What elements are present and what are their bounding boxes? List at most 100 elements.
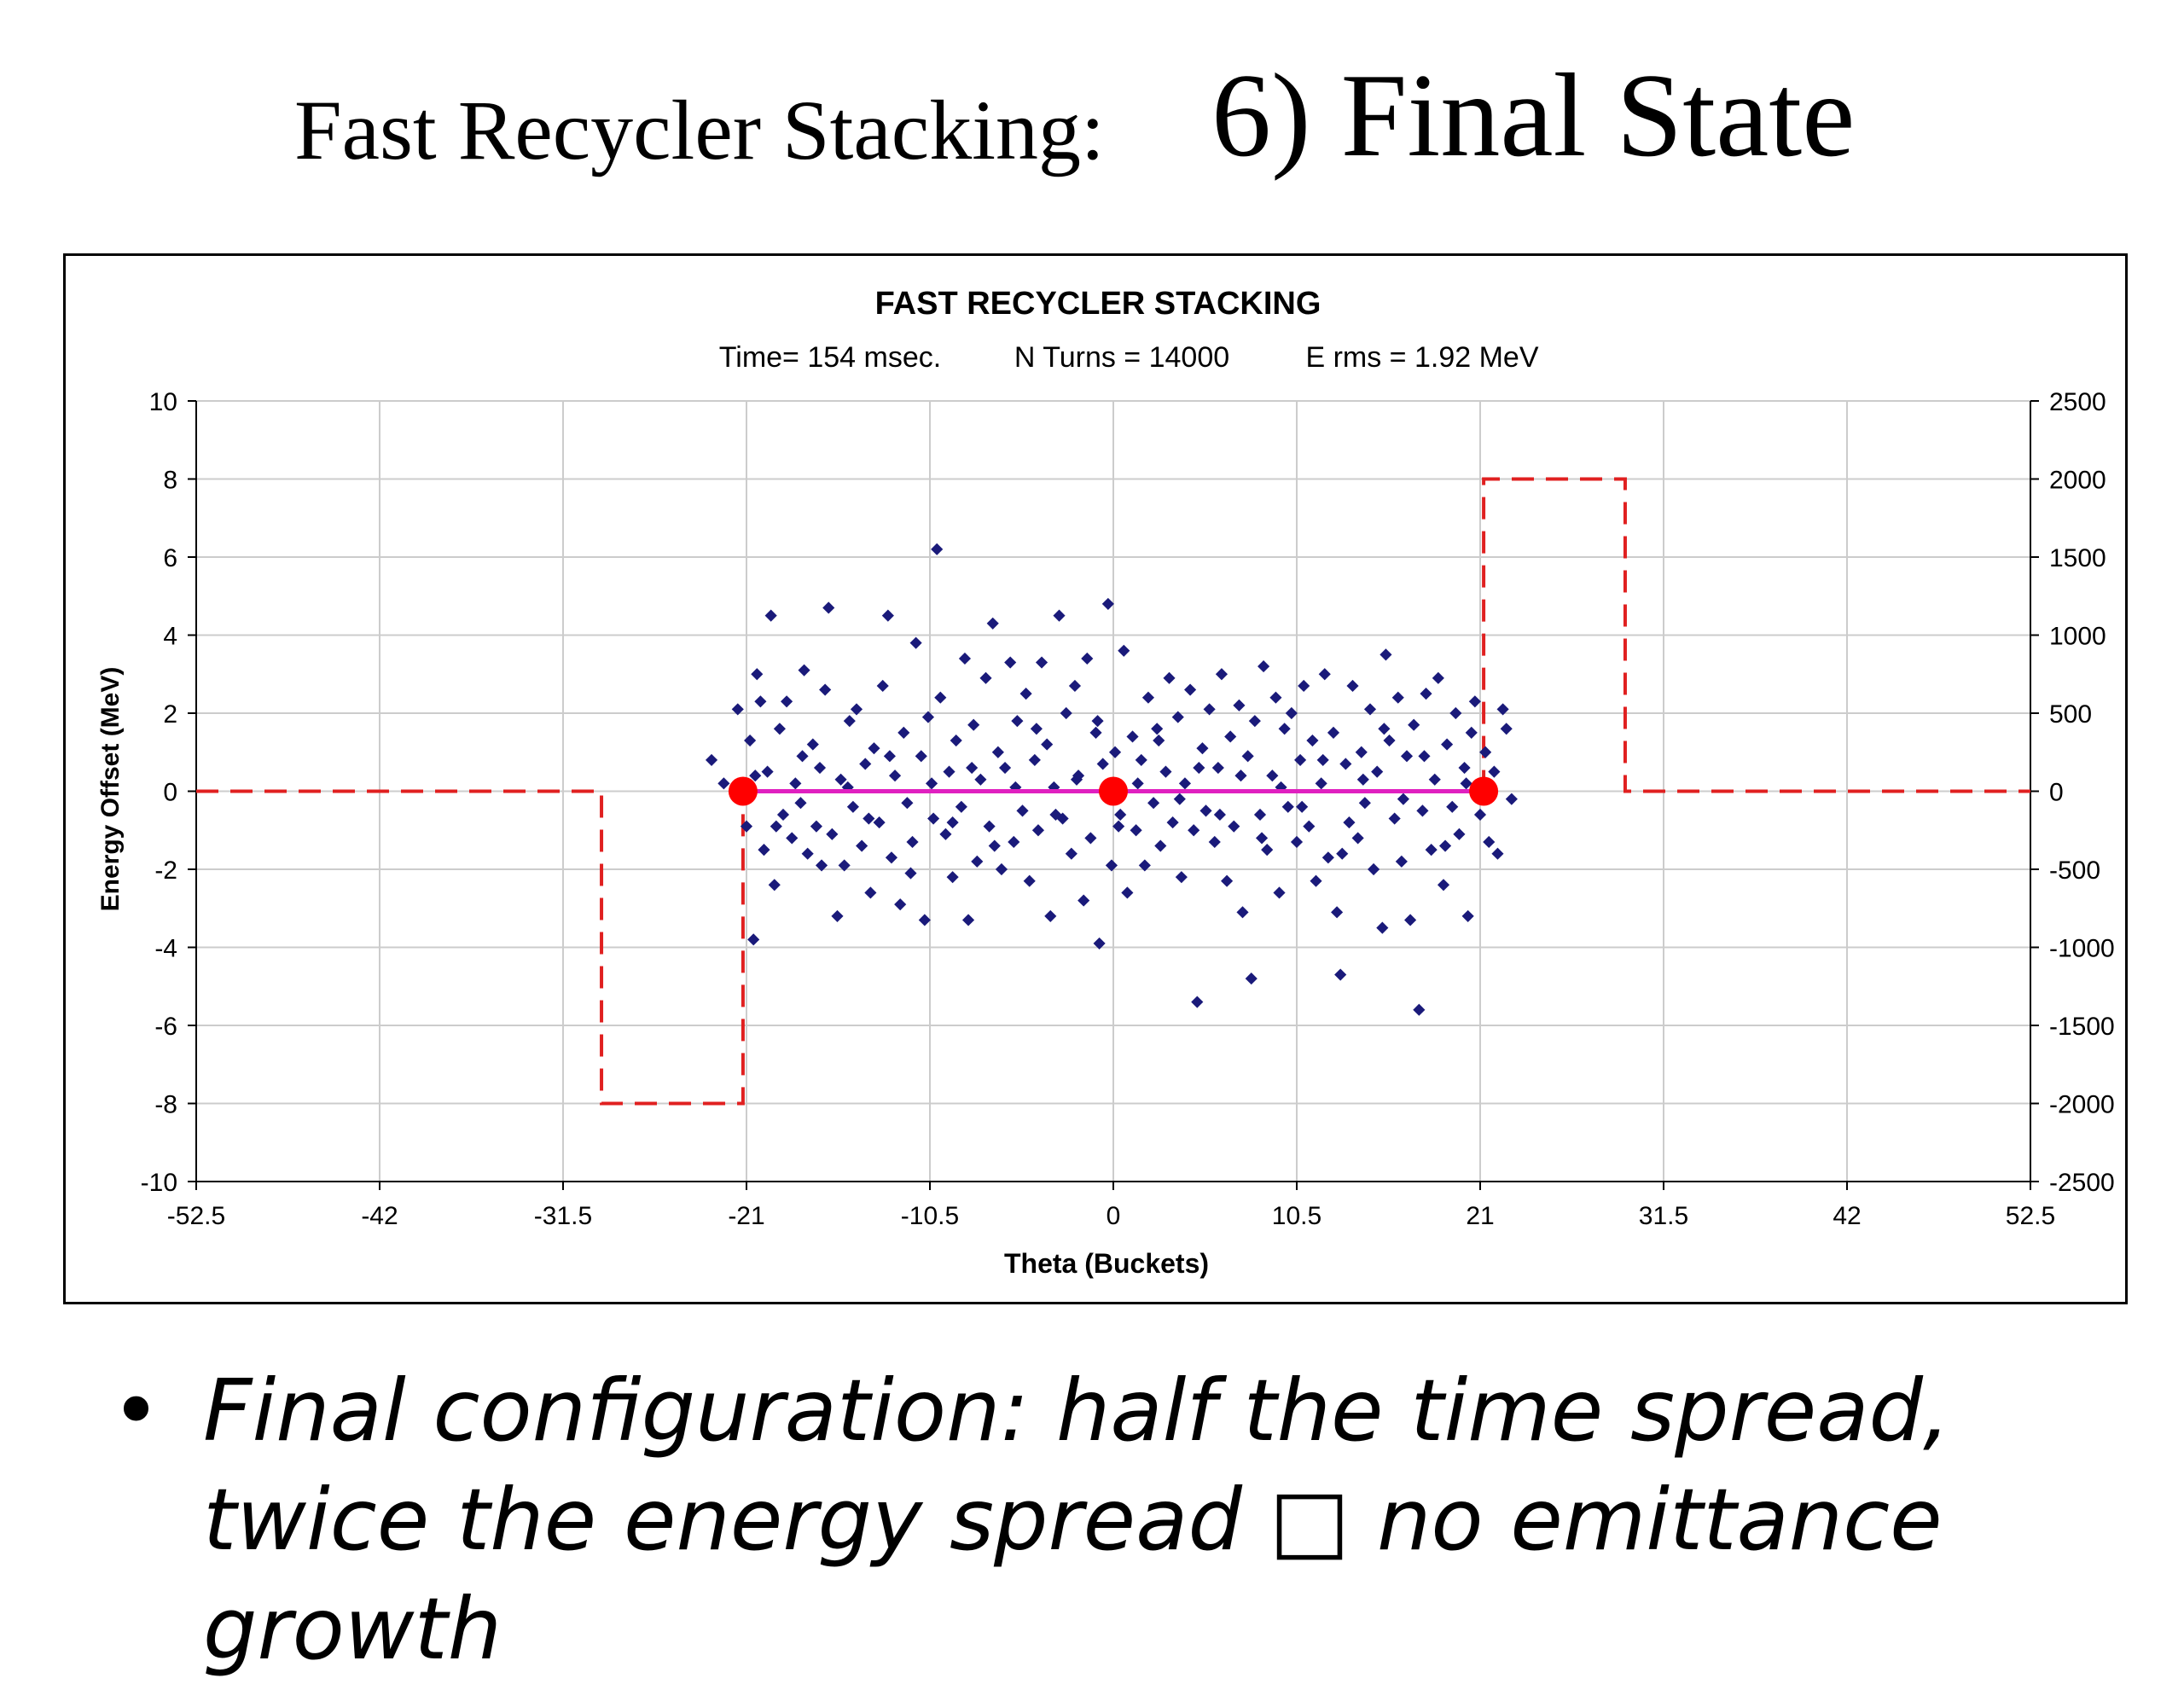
- particle-point: [998, 761, 1012, 775]
- particle-point: [1101, 597, 1114, 610]
- particle-point: [906, 835, 919, 849]
- y-tick-label: 4: [163, 623, 177, 651]
- y-tick-label: -4: [154, 935, 177, 963]
- particle-point: [1378, 723, 1391, 735]
- particle-point: [1376, 921, 1389, 934]
- y-tick-label: -2: [154, 857, 177, 885]
- particle-point: [1114, 808, 1127, 822]
- particle-point: [1380, 648, 1392, 661]
- particle-point: [1356, 773, 1369, 786]
- particle-point: [773, 723, 786, 735]
- particle-point: [946, 816, 959, 829]
- y2-tick-label: 2000: [2049, 467, 2106, 495]
- particle-point: [995, 862, 1008, 876]
- particle-point: [864, 886, 877, 899]
- particle-point: [806, 738, 819, 751]
- y2-tick-label: -1500: [2049, 1013, 2115, 1041]
- chart-svg: FAST RECYCLER STACKING Time= 154 msec. N…: [96, 286, 2115, 1279]
- particle-point: [786, 832, 799, 845]
- bullet-point: •: [111, 1361, 161, 1460]
- particle-point: [883, 750, 896, 763]
- particle-point: [1236, 906, 1249, 919]
- particle-point: [1131, 777, 1144, 790]
- particle-point: [1363, 703, 1377, 716]
- particle-point: [1425, 844, 1438, 857]
- particle-point: [901, 797, 914, 810]
- particle-point: [904, 867, 917, 880]
- particle-point: [1065, 847, 1077, 860]
- particle-point: [934, 691, 947, 704]
- particle-point: [751, 668, 764, 681]
- particle-point: [881, 609, 894, 622]
- particle-point: [813, 761, 827, 775]
- particle-point: [1388, 812, 1401, 825]
- particle-point: [1343, 816, 1356, 829]
- particle-point: [776, 808, 790, 822]
- particle-point: [1208, 835, 1221, 849]
- chart-frame: FAST RECYCLER STACKING Time= 154 msec. N…: [63, 253, 2128, 1304]
- particle-point: [983, 820, 996, 833]
- particle-point: [1298, 679, 1310, 693]
- particle-point: [1044, 909, 1057, 922]
- particle-point: [801, 847, 814, 860]
- particle-point: [1420, 688, 1432, 700]
- particle-point: [1310, 874, 1322, 887]
- particle-point: [1023, 874, 1036, 887]
- particle-point: [1371, 765, 1384, 778]
- particle-point: [796, 750, 809, 763]
- particle-point: [1458, 761, 1471, 775]
- x-tick-label: -10.5: [901, 1202, 959, 1230]
- particle-point: [946, 871, 959, 884]
- particle-point: [1077, 894, 1090, 907]
- particle-point: [1358, 797, 1371, 810]
- particle-point: [1019, 688, 1032, 700]
- particle-point: [1035, 656, 1048, 669]
- particle-point: [1234, 769, 1247, 782]
- particle-point: [1327, 726, 1340, 739]
- particle-point: [1346, 679, 1359, 693]
- particle-point: [1221, 874, 1234, 887]
- particle-point: [1306, 734, 1319, 747]
- particle-point: [1290, 835, 1304, 849]
- particle-point: [1112, 820, 1125, 833]
- y2-tick-label: -2000: [2049, 1091, 2115, 1119]
- particle-point: [717, 777, 730, 790]
- particle-point: [1266, 769, 1279, 782]
- particle-point: [1460, 777, 1472, 790]
- particle-point: [1339, 758, 1352, 770]
- particle-point: [1355, 746, 1368, 758]
- particle-point: [1141, 691, 1155, 704]
- y2-tick-label: 500: [2049, 700, 2092, 729]
- particle-point: [1163, 671, 1176, 684]
- particle-point: [918, 914, 931, 926]
- chart-subtitle-erms: E rms = 1.92 MeV: [1305, 341, 1538, 374]
- y2-tick-label: -500: [2049, 857, 2100, 885]
- particle-point: [1461, 909, 1474, 922]
- y-tick-label: 6: [163, 544, 177, 572]
- particle-point: [1049, 808, 1062, 822]
- particle-point: [1248, 715, 1261, 728]
- particle-point: [754, 695, 767, 708]
- x-tick-label: 31.5: [1639, 1202, 1688, 1230]
- particle-point: [1303, 820, 1316, 833]
- particle-point: [1184, 683, 1197, 696]
- particle-point: [744, 734, 757, 747]
- y2-tick-label: 2500: [2049, 388, 2106, 416]
- particle-point: [831, 909, 844, 922]
- particle-point: [1479, 746, 1492, 758]
- particle-point: [1449, 706, 1462, 720]
- particle-point: [1031, 824, 1045, 837]
- particle-point: [1438, 839, 1452, 852]
- particle-point: [1281, 800, 1294, 813]
- particle-point: [1245, 973, 1258, 985]
- particle-point: [1105, 859, 1118, 872]
- x-tick-label: -31.5: [534, 1202, 592, 1230]
- particle-point: [1258, 660, 1270, 673]
- particle-point: [1391, 691, 1404, 704]
- y2-tick-label: 1000: [2049, 623, 2106, 651]
- particle-point: [1081, 652, 1094, 665]
- y2-tick-label: -1000: [2049, 935, 2115, 963]
- particle-point: [1166, 816, 1179, 829]
- particle-point: [925, 777, 938, 790]
- particle-point: [1089, 726, 1102, 739]
